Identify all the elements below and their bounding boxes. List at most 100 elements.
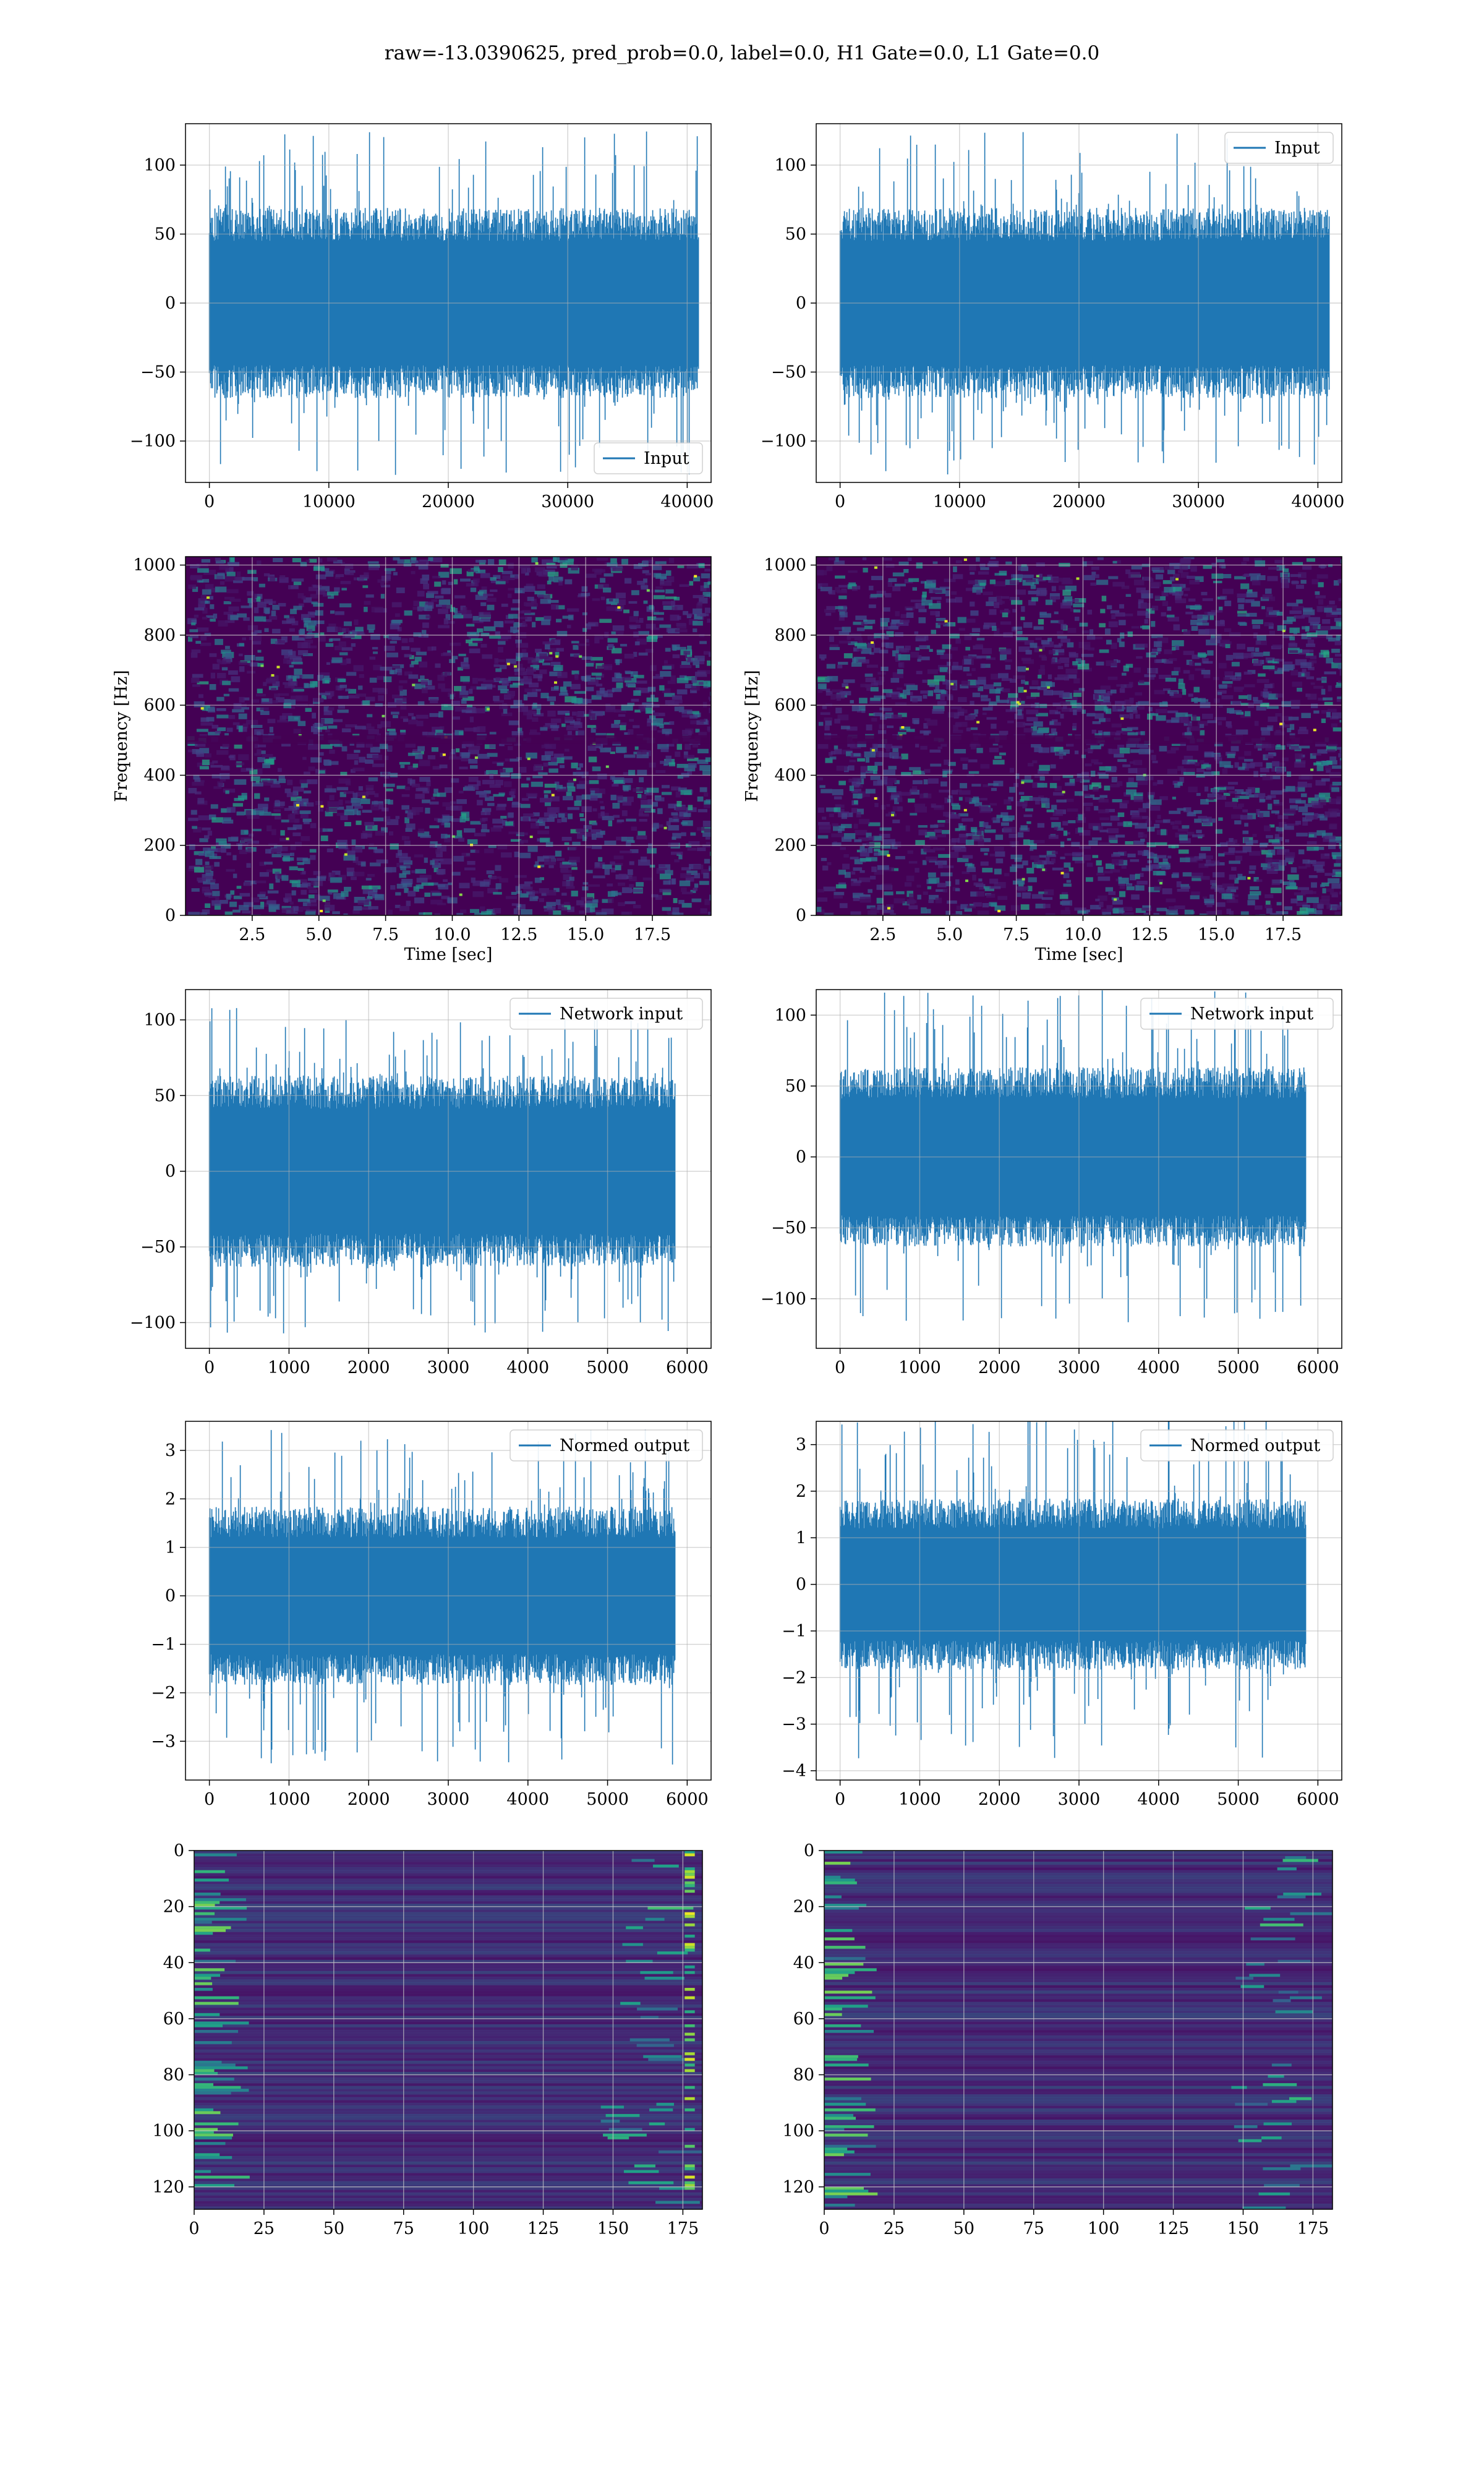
x-tick-label: 6000 xyxy=(1297,1790,1339,1809)
series-line xyxy=(208,1429,676,1765)
y-tick-label: 0 xyxy=(165,1586,176,1606)
x-tick-label: 75 xyxy=(393,2219,414,2238)
legend-box xyxy=(1140,1429,1334,1462)
spectrogram-image xyxy=(186,557,711,915)
legend: Input xyxy=(1224,132,1334,164)
y-tick-label: 0 xyxy=(804,1841,814,1860)
x-tick-label: 40000 xyxy=(660,492,714,511)
y-tick-label: 1000 xyxy=(764,556,806,575)
y-tick-label: 0 xyxy=(796,906,806,925)
x-tick-label: 3000 xyxy=(427,1358,470,1377)
x-tick-label: 6000 xyxy=(666,1358,709,1377)
y-tick-label: 100 xyxy=(143,156,176,175)
legend-box xyxy=(510,998,703,1030)
x-axis-label: Time [sec] xyxy=(404,945,493,964)
x-tick-label: 0 xyxy=(204,492,215,511)
y-tick-label: 1000 xyxy=(133,556,176,575)
y-tick-label: 80 xyxy=(793,2066,814,2085)
x-tick-label: 75 xyxy=(1023,2219,1044,2238)
y-tick-label: 0 xyxy=(174,1841,184,1860)
figure-title: raw=-13.0390625, pred_prob=0.0, label=0.… xyxy=(384,42,1100,64)
y-axis-label: Frequency [Hz] xyxy=(112,670,131,802)
y-tick-label: 3 xyxy=(165,1441,176,1460)
legend-label: Input xyxy=(1274,139,1320,158)
x-tick-label: 100 xyxy=(458,2219,490,2238)
x-tick-label: 4000 xyxy=(506,1358,549,1377)
x-tick-label: 3000 xyxy=(1058,1358,1101,1377)
y-tick-label: −50 xyxy=(140,363,176,382)
y-axis-label: Frequency [Hz] xyxy=(743,670,762,802)
legend-label: Normed output xyxy=(560,1436,689,1455)
x-tick-label: 40000 xyxy=(1291,492,1344,511)
y-tick-label: −4 xyxy=(782,1761,806,1781)
legend: Normed output xyxy=(1140,1429,1334,1462)
x-tick-label: 125 xyxy=(1158,2219,1190,2238)
y-tick-label: 400 xyxy=(774,766,806,785)
y-tick-label: 40 xyxy=(793,1953,814,1972)
x-tick-label: 0 xyxy=(835,1358,845,1377)
legend: Network input xyxy=(1140,998,1334,1030)
legend: Input xyxy=(594,442,703,474)
x-tick-label: 2.5 xyxy=(869,925,896,944)
x-tick-label: 175 xyxy=(667,2219,699,2238)
y-tick-label: −3 xyxy=(782,1715,806,1734)
y-tick-label: −2 xyxy=(151,1684,176,1703)
x-tick-label: 5000 xyxy=(1217,1790,1260,1809)
x-tick-label: 25 xyxy=(884,2219,905,2238)
x-tick-label: 0 xyxy=(835,1790,845,1809)
legend-box xyxy=(510,1429,703,1462)
y-tick-label: 800 xyxy=(143,626,176,645)
y-tick-label: 100 xyxy=(143,1011,176,1030)
h1-feature-map: 0 25 50 75 100 125 150 175 0 20 40 60 80 100 120 xyxy=(152,1841,703,2238)
x-tick-label: 2000 xyxy=(978,1790,1021,1809)
l1-network-input: 0 1000 2000 3000 4000 5000 6000 −100 −50 0 50 100 Ne… xyxy=(761,989,1342,1377)
legend-box xyxy=(1224,132,1334,164)
legend-label: Normed output xyxy=(1190,1436,1320,1455)
y-tick-label: 20 xyxy=(163,1898,184,1917)
legend: Normed output xyxy=(510,1429,703,1462)
y-tick-label: 800 xyxy=(774,626,806,645)
x-tick-label: 10000 xyxy=(302,492,356,511)
legend-label: Network input xyxy=(560,1004,683,1024)
y-tick-label: 1 xyxy=(165,1538,176,1557)
x-tick-label: 17.5 xyxy=(1264,925,1302,944)
legend-label: Network input xyxy=(1190,1004,1313,1024)
y-tick-label: 50 xyxy=(155,1086,176,1105)
y-tick-label: 2 xyxy=(165,1489,176,1509)
y-tick-label: 60 xyxy=(163,2010,184,2029)
legend-label: Input xyxy=(644,449,689,468)
l1-input: 0 10000 20000 30000 40000 −100 −50 0 50 100 Input xyxy=(761,123,1344,511)
x-tick-label: 4000 xyxy=(1137,1790,1180,1809)
y-tick-label: −100 xyxy=(130,1313,176,1332)
feature-map-image xyxy=(824,1851,1333,2209)
x-tick-label: 50 xyxy=(953,2219,974,2238)
x-tick-label: 5.0 xyxy=(305,925,332,944)
x-tick-label: 3000 xyxy=(1058,1790,1101,1809)
y-tick-label: 100 xyxy=(782,2121,814,2141)
x-tick-label: 7.5 xyxy=(1003,925,1030,944)
y-tick-label: 0 xyxy=(165,294,176,313)
y-tick-label: 20 xyxy=(793,1898,814,1917)
legend-box xyxy=(1140,998,1334,1030)
x-tick-label: 50 xyxy=(323,2219,344,2238)
x-tick-label: 10.0 xyxy=(433,925,471,944)
x-tick-label: 4000 xyxy=(1137,1358,1180,1377)
x-tick-label: 5000 xyxy=(1217,1358,1260,1377)
x-tick-label: 12.5 xyxy=(1131,925,1168,944)
y-tick-label: 100 xyxy=(774,1006,806,1025)
x-tick-label: 5000 xyxy=(586,1790,629,1809)
y-tick-label: −2 xyxy=(782,1668,806,1687)
l1-spectrogram: 2.5 5.0 7.5 10.0 12.5 15.0 17.5 0 200 400 600 800 10… xyxy=(743,556,1342,964)
y-tick-label: −50 xyxy=(771,1218,806,1238)
axes-frame xyxy=(816,556,1342,916)
x-tick-label: 100 xyxy=(1088,2219,1120,2238)
y-tick-label: 50 xyxy=(785,225,806,244)
y-tick-label: 0 xyxy=(165,906,176,925)
y-tick-label: 3 xyxy=(796,1436,806,1455)
series-line xyxy=(208,1008,676,1333)
x-tick-label: 15.0 xyxy=(567,925,604,944)
y-tick-label: 120 xyxy=(152,2178,184,2197)
x-tick-label: 20000 xyxy=(1052,492,1106,511)
y-tick-label: 60 xyxy=(793,2010,814,2029)
